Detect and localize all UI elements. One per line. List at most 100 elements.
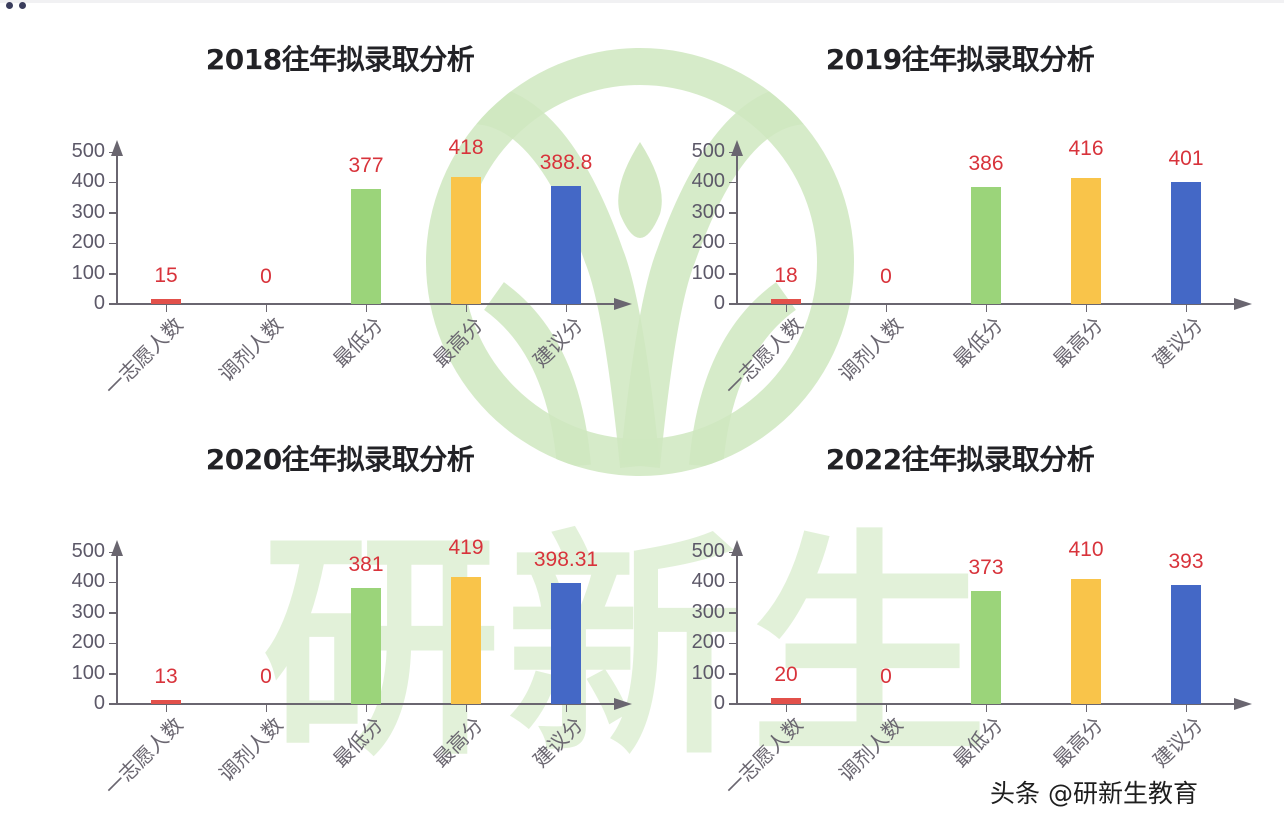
corner-mark — [6, 0, 36, 9]
x-tick — [1085, 305, 1087, 312]
y-tick — [729, 581, 736, 584]
y-tick-label: 100 — [691, 661, 725, 684]
y-tick — [729, 212, 736, 214]
x-category-label-max-score: 最高分 — [428, 312, 488, 372]
x-category-label-suggested-score: 建议分 — [1148, 312, 1208, 372]
y-tick-label: 200 — [71, 231, 105, 254]
top-edge-divider — [0, 0, 1284, 3]
x-category-label-min-score: 最低分 — [328, 712, 388, 772]
x-tick — [365, 705, 367, 712]
x-category-label-min-score: 最低分 — [948, 712, 1008, 772]
y-tick-label: 200 — [71, 631, 105, 654]
y-tick — [729, 642, 736, 645]
bar-max-score — [451, 576, 481, 704]
bar-max-score — [1071, 579, 1101, 704]
bar-first-choice-count — [771, 298, 801, 304]
y-tick-label: 200 — [691, 631, 725, 654]
x-axis — [109, 703, 616, 705]
y-axis-arrow-icon — [111, 140, 123, 156]
value-label-min-score: 373 — [968, 555, 1004, 579]
bar-first-choice-count — [151, 700, 181, 704]
value-label-adjusted-count: 0 — [260, 265, 272, 288]
y-tick — [109, 212, 116, 214]
y-tick-label: 0 — [713, 292, 725, 314]
y-axis-arrow-icon — [731, 540, 743, 556]
x-category-label-min-score: 最低分 — [328, 312, 388, 372]
x-category-label-adjusted-count: 调剂人数 — [214, 312, 288, 387]
x-tick — [1085, 705, 1087, 712]
chart-title: 2020往年拟录取分析 — [205, 443, 475, 476]
y-tick-label: 400 — [691, 570, 725, 593]
value-label-suggested-score: 393 — [1168, 549, 1204, 573]
x-tick — [365, 305, 367, 312]
y-tick — [109, 181, 116, 184]
x-category-label-first-choice-count: 一志愿人数 — [719, 312, 808, 401]
y-tick — [729, 551, 736, 553]
y-tick — [729, 703, 736, 705]
y-tick — [109, 151, 116, 153]
x-tick — [885, 305, 887, 312]
value-label-suggested-score: 388.8 — [539, 150, 593, 174]
y-tick — [109, 303, 116, 305]
y-tick — [109, 612, 116, 614]
y-tick-label: 100 — [71, 661, 105, 684]
x-tick — [465, 305, 467, 312]
y-tick — [729, 151, 736, 153]
y-tick-label: 500 — [691, 540, 725, 562]
value-label-min-score: 381 — [348, 553, 384, 577]
x-category-label-suggested-score: 建议分 — [528, 312, 588, 372]
y-axis — [116, 546, 118, 705]
y-axis — [116, 146, 118, 305]
value-label-first-choice-count: 20 — [774, 662, 798, 686]
x-axis — [729, 703, 1236, 705]
x-tick — [885, 705, 887, 712]
y-tick-label: 0 — [713, 692, 725, 714]
y-tick-label: 500 — [691, 140, 725, 162]
bar-first-choice-count — [151, 299, 181, 304]
value-label-first-choice-count: 15 — [154, 264, 178, 288]
y-tick-label: 0 — [93, 692, 105, 714]
x-axis-arrow-icon — [1234, 298, 1252, 310]
chart-title: 2022往年拟录取分析 — [825, 443, 1095, 476]
value-label-suggested-score: 398.31 — [533, 547, 599, 571]
x-tick — [565, 705, 567, 712]
x-axis-arrow-icon — [1234, 698, 1252, 710]
x-axis — [729, 303, 1236, 305]
x-axis-arrow-icon — [614, 698, 632, 710]
x-tick — [565, 305, 567, 312]
footer-credit: 头条 @研新生教育 — [990, 779, 1198, 808]
x-tick — [1185, 705, 1187, 712]
bar-chart-2022: 2022往年拟录取分析 0 100 200 300 400 500 20 一志愿人数 0 调剂人数 3… — [620, 400, 1284, 800]
x-category-label-adjusted-count: 调剂人数 — [834, 712, 908, 787]
y-tick-label: 300 — [71, 200, 105, 223]
value-label-max-score: 419 — [448, 535, 484, 559]
y-tick — [729, 273, 736, 275]
x-category-label-max-score: 最高分 — [1048, 712, 1108, 772]
value-label-suggested-score: 401 — [1168, 147, 1204, 171]
bar-min-score — [971, 186, 1001, 304]
x-category-label-adjusted-count: 调剂人数 — [834, 312, 908, 387]
bar-suggested-score — [1171, 584, 1201, 704]
x-tick — [465, 705, 467, 712]
y-axis — [736, 146, 738, 305]
x-category-label-first-choice-count: 一志愿人数 — [719, 712, 808, 801]
chart-title: 2018往年拟录取分析 — [205, 43, 475, 76]
y-tick-label: 400 — [71, 570, 105, 593]
y-tick — [729, 673, 736, 675]
bar-min-score — [971, 590, 1001, 704]
y-tick-label: 400 — [71, 170, 105, 193]
bar-max-score — [1071, 177, 1101, 304]
y-tick — [109, 703, 116, 705]
y-tick-label: 300 — [691, 600, 725, 623]
x-tick — [265, 705, 267, 712]
value-label-max-score: 410 — [1068, 538, 1104, 562]
y-tick-label: 0 — [93, 292, 105, 314]
bar-chart-2019: 2019往年拟录取分析 0 100 200 300 400 500 18 一志愿人数 0 调剂人数 3… — [620, 0, 1284, 400]
y-tick — [729, 242, 736, 245]
bar-suggested-score — [1171, 182, 1201, 304]
x-category-label-suggested-score: 建议分 — [528, 712, 588, 772]
bar-max-score — [451, 176, 481, 304]
x-category-label-max-score: 最高分 — [1048, 312, 1108, 372]
x-tick — [985, 305, 987, 312]
value-label-adjusted-count: 0 — [880, 665, 892, 688]
